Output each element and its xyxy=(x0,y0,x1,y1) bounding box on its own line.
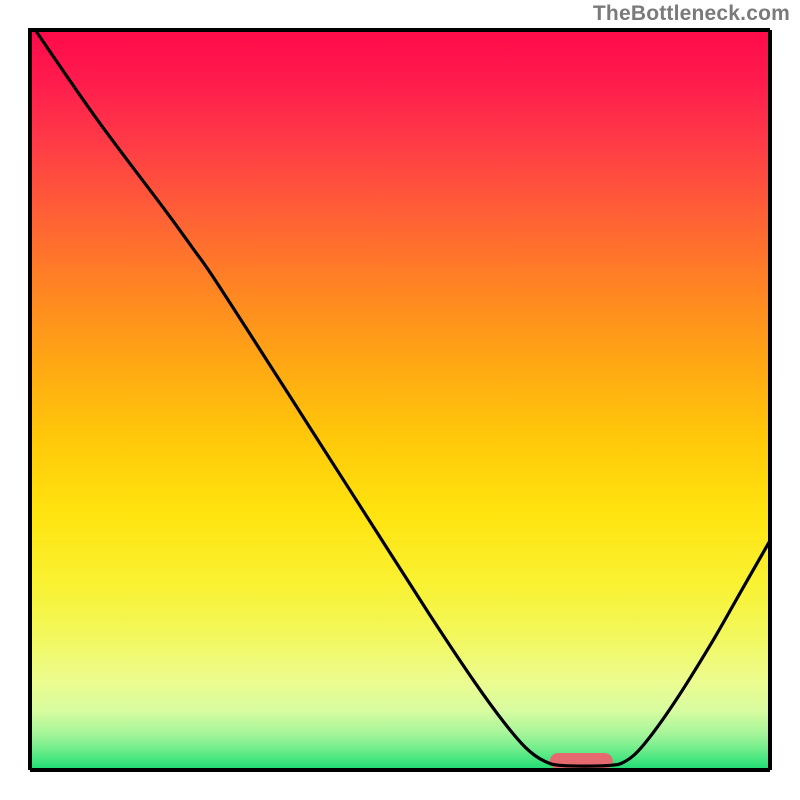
chart-stage: TheBottleneck.com xyxy=(0,0,800,800)
plot-background xyxy=(30,30,770,770)
chart-svg xyxy=(0,0,800,800)
watermark-text: TheBottleneck.com xyxy=(593,2,790,26)
